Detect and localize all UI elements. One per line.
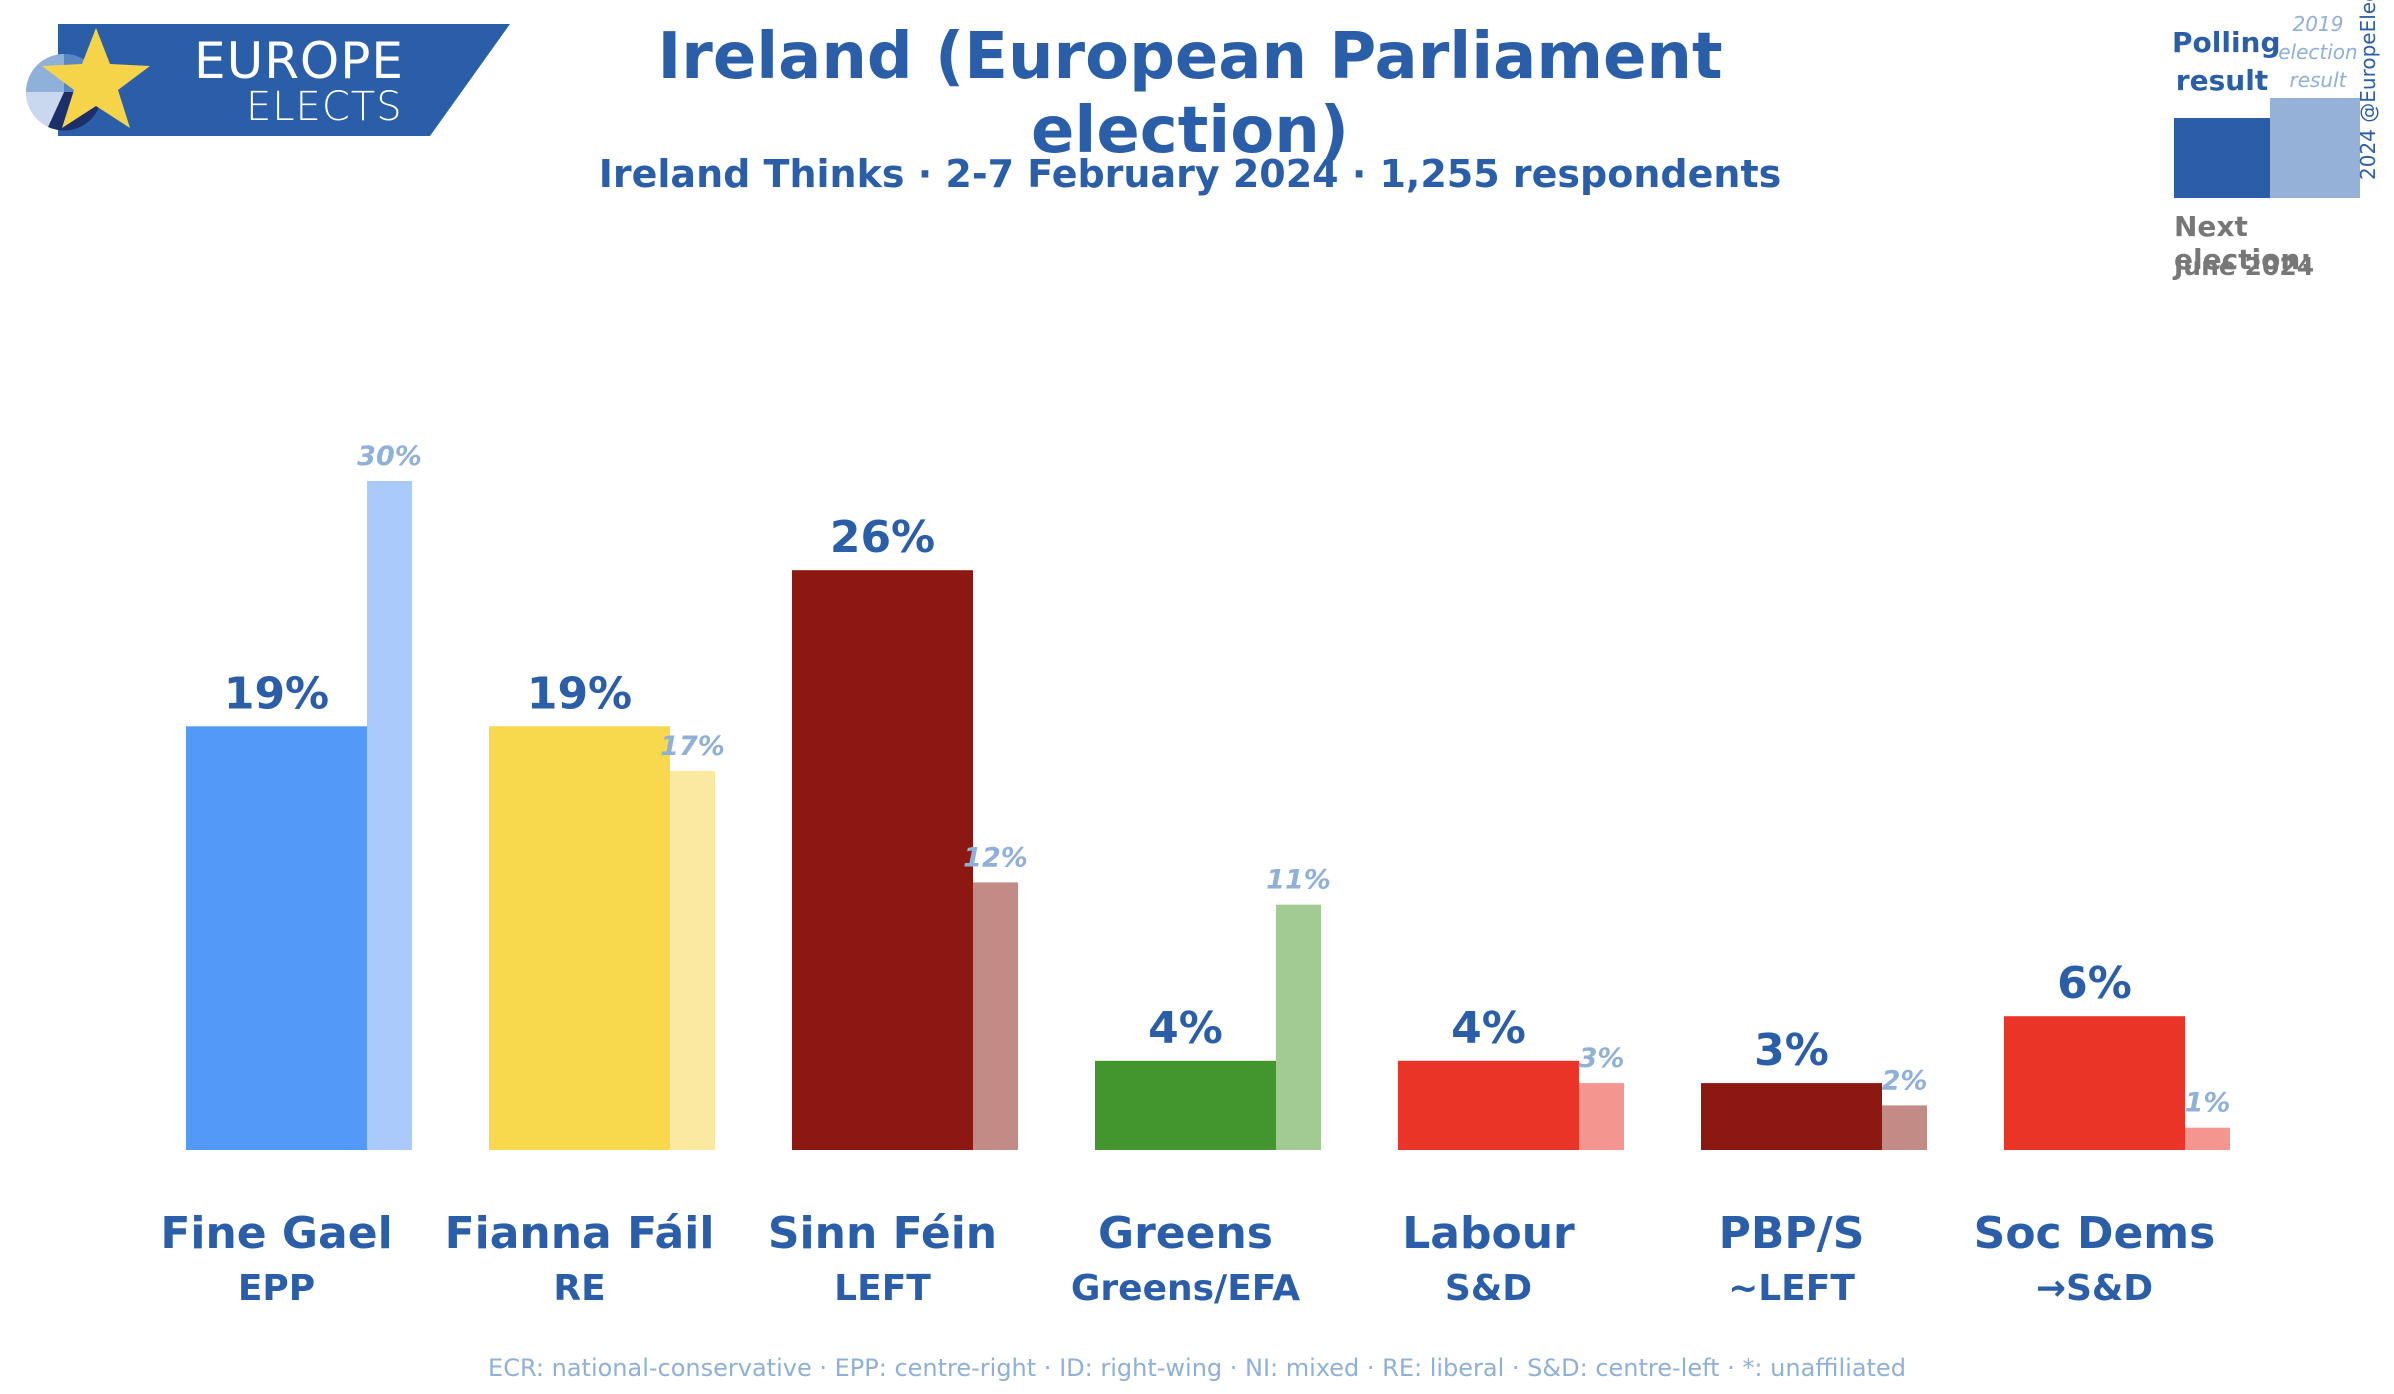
prev-value-label: 3% [1579, 1043, 1625, 1074]
legend-poll-label: Polling result [2172, 26, 2281, 97]
poll-result-bar [186, 726, 367, 1150]
poll-result-bar [2004, 1016, 2185, 1150]
chart-title: Ireland (European Parliament election) [657, 20, 1723, 168]
prev-result-bar [2185, 1127, 2230, 1150]
next-election-label: Next election: [2174, 210, 2312, 276]
legend-prev-swatch [2270, 98, 2360, 198]
category-label: Greens [1098, 1208, 1273, 1259]
group-label: →S&D [2036, 1268, 2153, 1309]
prev-value-label: 30% [357, 441, 422, 472]
group-label: Greens/EFA [1071, 1268, 1300, 1309]
logo-text-europe: EUROPE [194, 32, 405, 90]
prev-value-label: 1% [2185, 1088, 2231, 1119]
poll-value-label: 26% [830, 512, 935, 563]
poll-result-bar [1398, 1060, 1579, 1150]
next-election-date: June 2024 [2174, 252, 2315, 281]
category-label: Fianna Fáil [445, 1208, 715, 1259]
group-label: ~LEFT [1728, 1268, 1855, 1309]
prev-result-bar [670, 770, 715, 1150]
prev-value-label: 2% [1882, 1065, 1928, 1096]
category-label: Soc Dems [1974, 1208, 2216, 1259]
poll-value-label: 4% [1148, 1003, 1223, 1054]
category-label: Labour [1402, 1208, 1575, 1259]
poll-value-label: 6% [2057, 958, 2132, 1009]
europe-elects-logo: EUROPE ELECTS [18, 24, 510, 136]
legend-poll-swatch [2174, 118, 2270, 198]
category-label: Fine Gael [160, 1208, 392, 1259]
prev-value-label: 11% [1266, 865, 1331, 896]
poll-value-label: 4% [1451, 1003, 1526, 1054]
poll-result-bar [489, 726, 670, 1150]
prev-result-bar [973, 882, 1018, 1150]
poll-result-bar [1701, 1083, 1882, 1150]
category-label: Sinn Féin [768, 1208, 997, 1259]
category-label: PBP/S [1719, 1208, 1865, 1259]
logo-banner [25, 24, 510, 136]
group-label: RE [553, 1268, 605, 1309]
prev-result-bar [1579, 1083, 1624, 1150]
chart-subtitle: Ireland Thinks · 2-7 February 2024 · 1,2… [598, 152, 1782, 196]
group-label: EPP [238, 1268, 315, 1309]
logo-text-elects: ELECTS [246, 84, 403, 130]
poll-value-label: 3% [1754, 1025, 1829, 1076]
group-label: S&D [1445, 1268, 1532, 1309]
prev-result-bar [1276, 904, 1321, 1150]
prev-result-bar [1882, 1105, 1927, 1150]
poll-result-bar [792, 570, 973, 1150]
legend-prev-label: 2019 election result [2278, 12, 2358, 92]
poll-result-bar [1095, 1060, 1276, 1150]
prev-value-label: 17% [660, 731, 725, 762]
star-pie-logo-icon [25, 28, 150, 131]
group-label: LEFT [834, 1268, 931, 1309]
prev-result-bar [367, 481, 412, 1150]
poll-value-label: 19% [527, 668, 632, 719]
footnote: ECR: national-conservative · EPP: centre… [488, 1354, 1906, 1382]
prev-value-label: 12% [963, 842, 1028, 873]
poll-value-label: 19% [224, 668, 329, 719]
